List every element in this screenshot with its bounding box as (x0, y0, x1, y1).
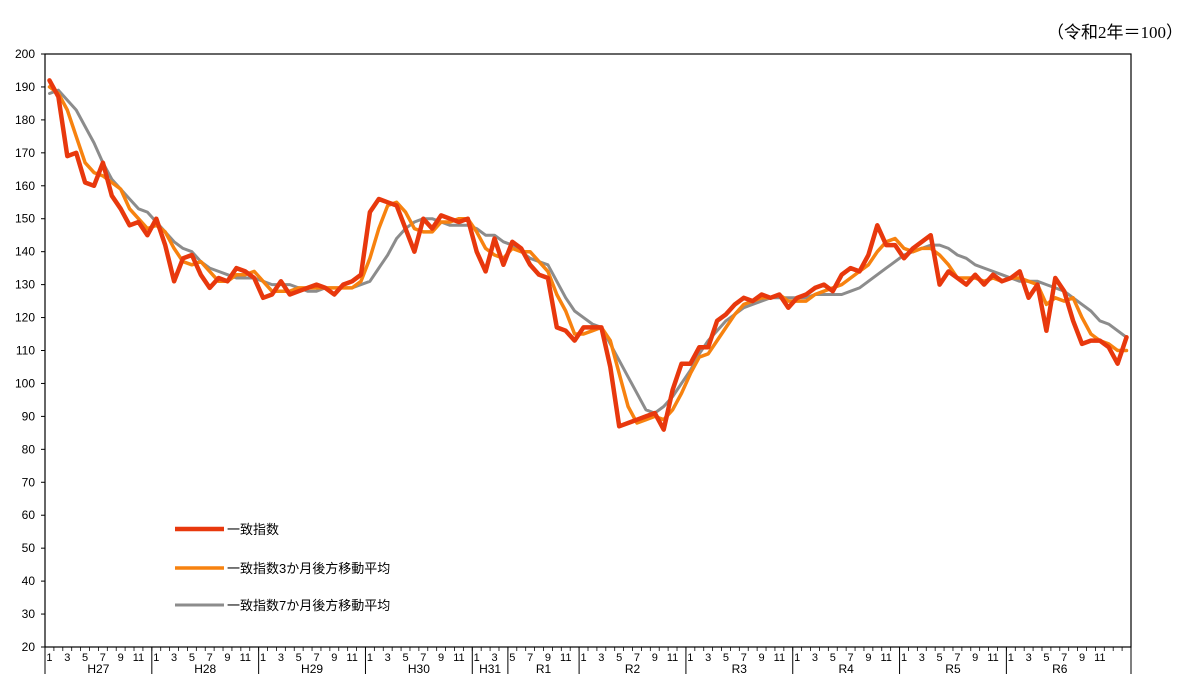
unit-note: （令和2年＝100） (1047, 23, 1183, 42)
month-tick-label: 7 (1061, 652, 1067, 664)
month-tick-label: 3 (491, 652, 497, 664)
month-tick-label: 11 (667, 652, 678, 664)
y-tick-label: 20 (22, 640, 36, 654)
series-line-2 (47, 85, 1129, 425)
month-tick-label: 9 (331, 652, 337, 664)
month-tick-label: 5 (830, 652, 836, 664)
year-label: R6 (1052, 662, 1068, 674)
month-tick-label: 11 (774, 652, 785, 664)
month-tick-label: 9 (652, 652, 658, 664)
year-label: R2 (625, 662, 641, 674)
y-tick-label: 50 (22, 541, 36, 555)
month-tick-label: 3 (812, 652, 818, 664)
month-tick-label: 7 (741, 652, 747, 664)
year-label: H29 (301, 662, 323, 674)
month-tick-label: 7 (420, 652, 426, 664)
year-label: R4 (838, 662, 854, 674)
plot-frame (44, 53, 1132, 648)
y-tick-label: 140 (15, 245, 35, 259)
legend-label-1: 一致指数 (227, 522, 279, 537)
month-tick-label: 5 (1043, 652, 1049, 664)
month-tick-label: 3 (278, 652, 284, 664)
y-tick-label: 170 (15, 146, 35, 160)
month-tick-label: 5 (296, 652, 302, 664)
y-tick-label: 70 (22, 475, 36, 489)
month-tick-label: 3 (705, 652, 711, 664)
month-tick-label: 11 (453, 652, 464, 664)
month-tick-label: 11 (240, 652, 251, 664)
month-tick-label: 9 (438, 652, 444, 664)
month-tick-label: 7 (207, 652, 213, 664)
month-tick-label: 1 (1008, 652, 1014, 664)
month-tick-label: 11 (133, 652, 144, 664)
month-tick-label: 3 (598, 652, 604, 664)
month-tick-label: 1 (794, 652, 800, 664)
month-tick-label: 9 (972, 652, 978, 664)
year-label: R5 (945, 662, 961, 674)
month-tick-label: 5 (509, 652, 515, 664)
month-tick-label: 5 (723, 652, 729, 664)
month-tick-label: 9 (759, 652, 765, 664)
series-line-1 (47, 78, 1129, 432)
y-tick-label: 130 (15, 278, 35, 292)
month-tick-label: 1 (580, 652, 586, 664)
month-tick-label: 7 (954, 652, 960, 664)
year-label: R3 (732, 662, 748, 674)
month-tick-label: 9 (118, 652, 124, 664)
month-tick-label: 3 (1026, 652, 1032, 664)
month-tick-label: 7 (848, 652, 854, 664)
month-tick-label: 7 (100, 652, 106, 664)
month-tick-label: 7 (634, 652, 640, 664)
month-tick-label: 5 (189, 652, 195, 664)
month-tick-label: 7 (527, 652, 533, 664)
month-tick-label: 1 (687, 652, 693, 664)
month-tick-label: 11 (880, 652, 891, 664)
month-tick-label: 3 (171, 652, 177, 664)
month-tick-label: 11 (1094, 652, 1105, 664)
month-tick-label: 9 (545, 652, 551, 664)
month-tick-label: 11 (987, 652, 998, 664)
month-tick-label: 1 (367, 652, 373, 664)
month-tick-label: 9 (865, 652, 871, 664)
month-tick-label: 1 (901, 652, 907, 664)
month-tick-label: 11 (346, 652, 357, 664)
y-tick-label: 100 (15, 376, 35, 390)
month-tick-label: 5 (402, 652, 408, 664)
legend-label-2: 一致指数3か月後方移動平均 (227, 561, 390, 576)
year-label: H27 (87, 662, 109, 674)
y-tick-label: 60 (22, 508, 36, 522)
month-tick-label: 1 (46, 652, 52, 664)
month-tick-label: 7 (313, 652, 319, 664)
month-tick-label: 1 (153, 652, 159, 664)
month-tick-label: 9 (1079, 652, 1085, 664)
month-tick-label: 3 (385, 652, 391, 664)
month-tick-label: 11 (560, 652, 571, 664)
y-tick-label: 160 (15, 179, 35, 193)
y-tick-label: 120 (15, 311, 35, 325)
month-tick-label: 1 (260, 652, 266, 664)
y-tick-label: 40 (22, 574, 36, 588)
month-tick-label: 9 (224, 652, 230, 664)
y-tick-label: 80 (22, 442, 36, 456)
month-tick-label: 5 (937, 652, 943, 664)
year-label: H31 (479, 662, 501, 674)
month-tick-label: 5 (82, 652, 88, 664)
legend-label-3: 一致指数7か月後方移動平均 (227, 598, 390, 613)
y-tick-label: 110 (16, 344, 35, 358)
y-tick-label: 180 (15, 113, 35, 127)
y-tick-label: 30 (22, 607, 36, 621)
year-label: R1 (536, 662, 552, 674)
month-tick-label: 5 (616, 652, 622, 664)
y-tick-label: 90 (22, 409, 36, 423)
y-tick-label: 190 (15, 80, 35, 94)
y-tick-label: 150 (15, 212, 35, 226)
year-label: H28 (194, 662, 216, 674)
month-tick-label: 3 (64, 652, 70, 664)
year-label: H30 (408, 662, 430, 674)
month-tick-label: 1 (474, 652, 480, 664)
series-line-3 (48, 88, 1128, 415)
month-tick-label: 3 (919, 652, 925, 664)
y-tick-label: 200 (15, 47, 35, 61)
